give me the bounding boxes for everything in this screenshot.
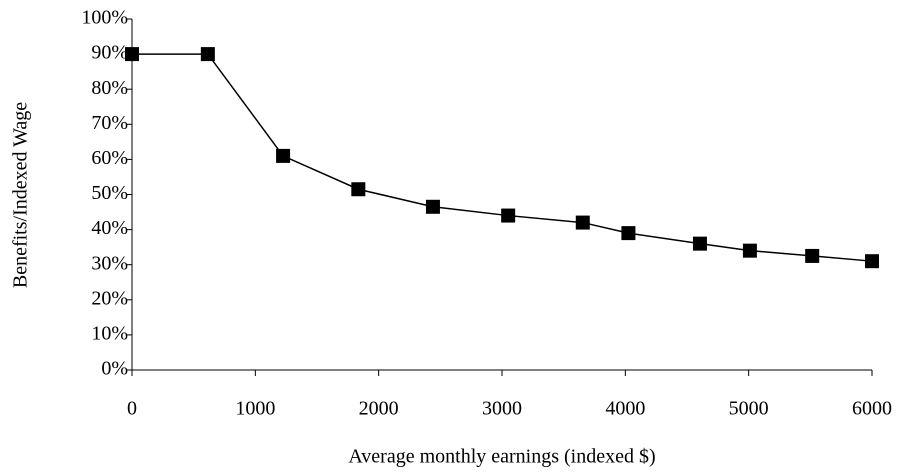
x-tick-label: 1000: [235, 398, 275, 420]
x-tick-label: 3000: [482, 398, 522, 420]
marker: [125, 47, 139, 62]
marker: [575, 215, 590, 230]
y-tick-label: 20%: [91, 287, 128, 309]
marker: [200, 47, 215, 62]
x-axis-label: Average monthly earnings (indexed $): [348, 446, 655, 468]
y-tick-label: 50%: [91, 182, 128, 204]
marker: [692, 236, 707, 251]
y-tick-label: 40%: [91, 217, 128, 239]
series-line: [132, 53, 873, 262]
y-tick-label: 0%: [101, 358, 128, 380]
marker: [621, 226, 636, 241]
x-tick-label: 5000: [729, 398, 769, 420]
y-tick-label: 10%: [91, 322, 128, 344]
y-tick-label: 80%: [91, 77, 128, 99]
marker: [865, 254, 879, 269]
y-tick-label: 100%: [81, 7, 128, 29]
marker: [742, 243, 757, 258]
marker: [425, 199, 440, 214]
y-tick-label: 90%: [91, 42, 128, 64]
y-axis-label: Benefits/Indexed Wage: [10, 102, 32, 288]
marker: [501, 208, 516, 223]
y-tick-label: 70%: [91, 112, 128, 134]
marker: [351, 182, 366, 197]
y-tick-label: 30%: [91, 252, 128, 274]
marker: [805, 248, 820, 263]
x-tick-label: 0: [127, 398, 137, 420]
x-tick-label: 6000: [852, 398, 892, 420]
marker: [276, 148, 291, 163]
y-tick-label: 60%: [91, 147, 128, 169]
x-tick-label: 4000: [605, 398, 645, 420]
x-tick-label: 2000: [359, 398, 399, 420]
